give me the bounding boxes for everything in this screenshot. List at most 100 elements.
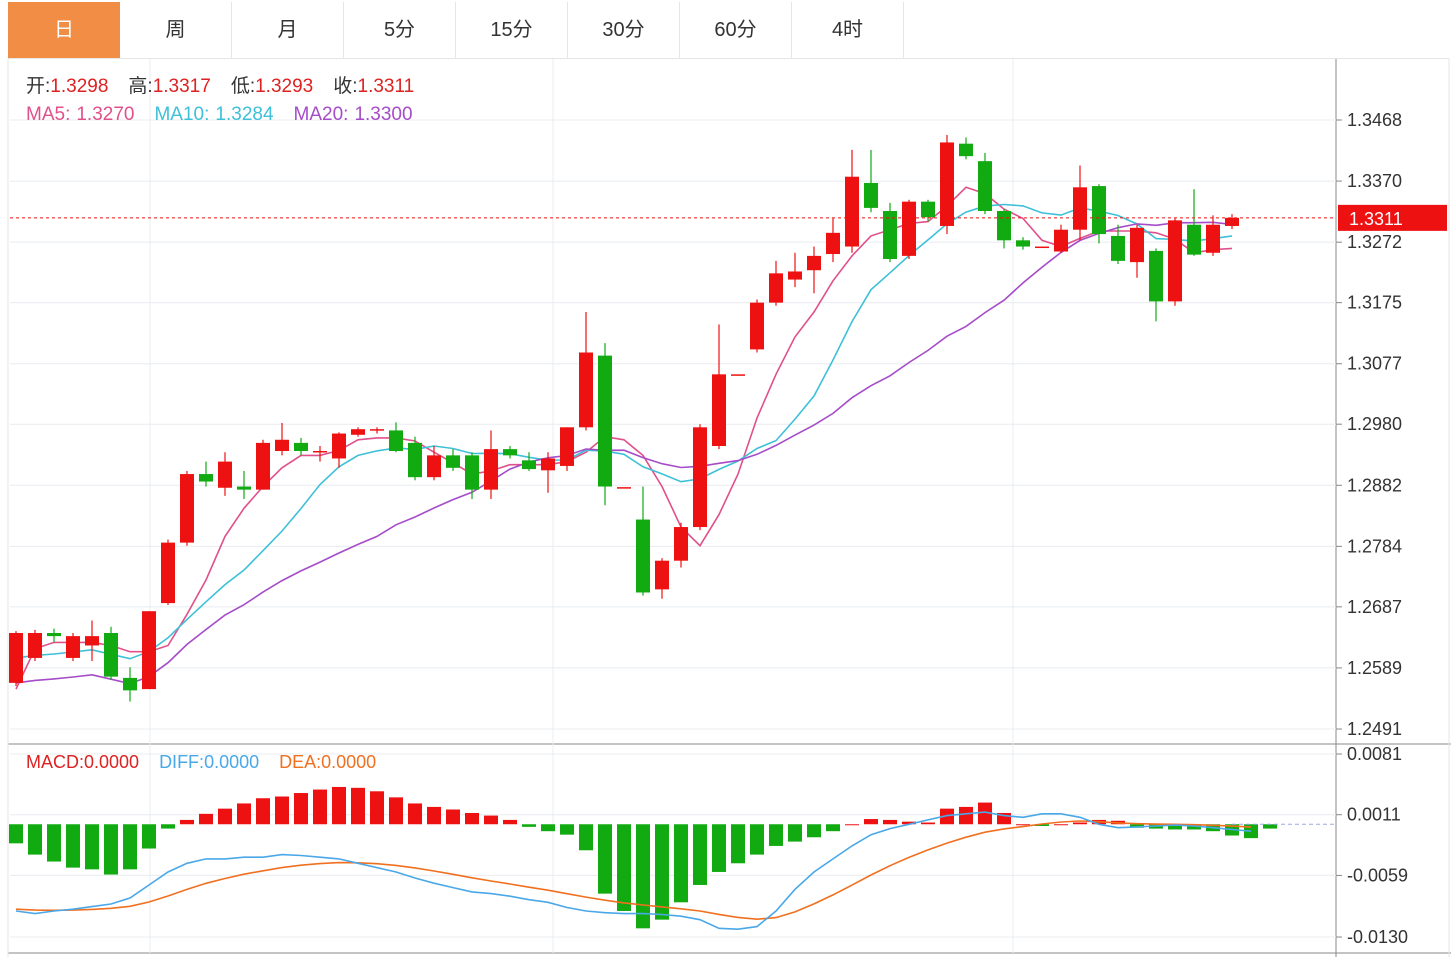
macd-bar xyxy=(446,809,460,825)
candle-body xyxy=(351,429,365,435)
grid xyxy=(7,59,1451,957)
tab-month[interactable]: 月 xyxy=(232,2,344,58)
macd-bar xyxy=(142,824,156,849)
candle-body xyxy=(598,355,612,487)
price-tick-label: 1.3077 xyxy=(1347,354,1402,374)
price-axis: 1.3468 1.3370 1.3272 1.3175 1.3077 1.2980 1.28… xyxy=(10,110,1447,947)
macd-bar xyxy=(465,812,479,825)
tab-week[interactable]: 周 xyxy=(120,2,232,58)
candle-body xyxy=(313,450,327,453)
macd-bar xyxy=(541,824,555,832)
high-label: 高: xyxy=(128,75,152,97)
candle-body xyxy=(1092,186,1106,235)
ma10-value: 1.3284 xyxy=(215,104,274,125)
candle-body xyxy=(218,461,232,488)
macd-bar xyxy=(617,824,631,911)
current-price-box xyxy=(1338,204,1447,231)
candle-body xyxy=(845,176,859,247)
candle-body xyxy=(636,519,650,593)
dea-label: DEA: xyxy=(279,752,321,772)
candle-body xyxy=(142,611,156,690)
macd-bar xyxy=(731,824,745,864)
candle-body xyxy=(712,374,726,447)
candle-body xyxy=(978,161,992,212)
price-tick-label: 1.2882 xyxy=(1347,475,1402,495)
macd-bar xyxy=(750,824,764,855)
candle-body xyxy=(1168,220,1182,302)
candle-body xyxy=(1073,187,1087,230)
macd-bar xyxy=(1263,824,1277,829)
candle-body xyxy=(465,455,479,490)
ma-info: MA5: 1.3270 MA10: 1.3284 MA20: 1.3300 xyxy=(26,104,413,125)
candle-body xyxy=(883,211,897,260)
macd-bar xyxy=(199,813,213,825)
candle-body xyxy=(541,458,555,471)
low-label: 低: xyxy=(231,75,255,97)
tab-15min[interactable]: 15分 xyxy=(456,2,568,58)
ma10-label: MA10: xyxy=(154,104,209,125)
macd-bar xyxy=(427,806,441,825)
dea-value: 0.0000 xyxy=(321,752,376,772)
macd-bar xyxy=(47,824,61,862)
open-value: 1.3298 xyxy=(50,76,108,97)
candle-body xyxy=(389,430,403,451)
candle-body xyxy=(1035,246,1049,249)
price-tick-label: 1.2589 xyxy=(1347,658,1402,678)
macd-bar xyxy=(66,824,80,868)
candle-body xyxy=(332,433,346,459)
candle-body xyxy=(9,633,23,683)
macd-label: MACD: xyxy=(26,752,84,772)
macd-bar xyxy=(9,824,23,844)
candle-body xyxy=(123,677,137,691)
candle-body xyxy=(579,352,593,428)
candle-body xyxy=(731,374,745,376)
candle-body xyxy=(522,460,536,470)
macd-bar xyxy=(1073,822,1087,825)
macd-bar xyxy=(389,797,403,825)
candle-body xyxy=(902,201,916,256)
candle-body xyxy=(427,455,441,478)
macd-bar xyxy=(28,824,42,855)
macd-bar xyxy=(978,802,992,825)
macd-bar xyxy=(237,803,251,825)
price-tick-label: 1.3272 xyxy=(1347,232,1402,252)
candle-body xyxy=(921,201,935,218)
macd-bar xyxy=(503,819,517,825)
candle-body xyxy=(560,427,574,466)
ma5-value: 1.3270 xyxy=(76,104,134,125)
macd-bar xyxy=(1016,824,1030,826)
candle-body xyxy=(66,636,80,658)
macd-tick-label: -0.0059 xyxy=(1347,865,1408,885)
candle-body xyxy=(1054,229,1068,252)
macd-bar xyxy=(1035,824,1049,826)
candle-body xyxy=(617,487,631,489)
candle-body xyxy=(28,633,42,658)
candle-body xyxy=(1225,217,1239,226)
tab-30min[interactable]: 30分 xyxy=(568,2,680,58)
candle-body xyxy=(275,439,289,451)
tab-day[interactable]: 日 xyxy=(8,2,120,58)
candle-body xyxy=(1149,250,1163,302)
tab-4hour[interactable]: 4时 xyxy=(792,2,904,58)
price-tick-label: 1.2980 xyxy=(1347,414,1402,434)
macd-bar xyxy=(902,821,916,825)
candle-body xyxy=(180,474,194,543)
tab-5min[interactable]: 5分 xyxy=(344,2,456,58)
macd-bar xyxy=(864,819,878,825)
candle-body xyxy=(256,442,270,490)
candle-body xyxy=(807,255,821,271)
candle-body xyxy=(959,143,973,157)
macd-bar xyxy=(180,819,194,825)
candle-body xyxy=(104,633,118,677)
ma5-line xyxy=(15,186,1233,690)
candle-body xyxy=(674,527,688,561)
candle-body xyxy=(47,633,61,637)
macd-bar xyxy=(370,791,384,825)
open-label: 开: xyxy=(26,76,50,97)
candle-body xyxy=(446,455,460,468)
price-tick-label: 1.3468 xyxy=(1347,110,1402,130)
tab-60min[interactable]: 60分 xyxy=(680,2,792,58)
macd-bar xyxy=(313,789,327,825)
price-tick-label: 1.3175 xyxy=(1347,293,1402,313)
